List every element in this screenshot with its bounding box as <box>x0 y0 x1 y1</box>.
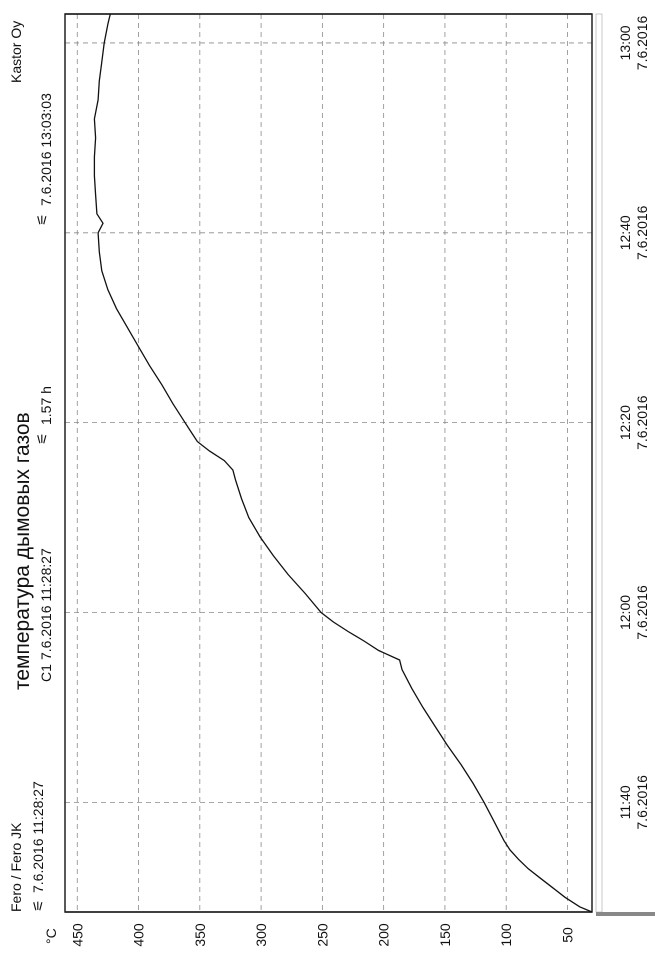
x-tick-date: 7.6.2016 <box>634 585 650 640</box>
time-strip <box>595 13 603 913</box>
right-label: Kastor Oy <box>8 20 24 83</box>
duration-icon: ⚟ <box>34 432 50 445</box>
x-tick-time: 12:40 <box>617 215 633 250</box>
footer-bar <box>596 912 655 916</box>
left-label: Fero / Fero JK <box>8 822 24 912</box>
y-tick-label: 300 <box>253 923 269 947</box>
grid-lines <box>65 13 592 913</box>
cursor-start-time: 7.6.2016 11:28:27 <box>30 781 46 893</box>
unit-label: °C <box>43 928 59 944</box>
c1-label: C1 <box>38 664 54 682</box>
cursor-end-time: 7.6.2016 13:03:03 <box>38 93 54 206</box>
x-tick-date: 7.6.2016 <box>634 15 650 70</box>
x-tick-date: 7.6.2016 <box>634 205 650 260</box>
cursor-end-icon: ⚟ <box>34 213 50 226</box>
c1-time: 7.6.2016 11:28:27 <box>38 548 54 660</box>
y-tick-label: 150 <box>437 923 453 947</box>
x-tick-date: 7.6.2016 <box>634 395 650 450</box>
x-tick-date: 7.6.2016 <box>634 775 650 830</box>
y-tick-label: 250 <box>314 923 330 947</box>
plot-frame <box>64 13 593 913</box>
chart-title: температура дымовых газов <box>11 412 34 690</box>
y-tick-label: 50 <box>559 927 575 943</box>
x-tick-time: 12:20 <box>617 405 633 440</box>
series-line <box>93 13 593 913</box>
x-tick-time: 11:40 <box>617 785 633 819</box>
cursor-start-icon: ⚟ <box>30 899 46 912</box>
chart-marks <box>93 13 593 913</box>
x-tick-time: 12:00 <box>617 595 633 630</box>
y-tick-label: 450 <box>69 923 85 947</box>
y-tick-label: 200 <box>376 923 392 947</box>
y-tick-label: 100 <box>498 923 514 947</box>
y-tick-label: 400 <box>131 923 147 947</box>
duration-label: 1.57 h <box>38 386 54 425</box>
y-tick-label: 350 <box>192 923 208 947</box>
x-tick-time: 13:00 <box>617 25 633 60</box>
